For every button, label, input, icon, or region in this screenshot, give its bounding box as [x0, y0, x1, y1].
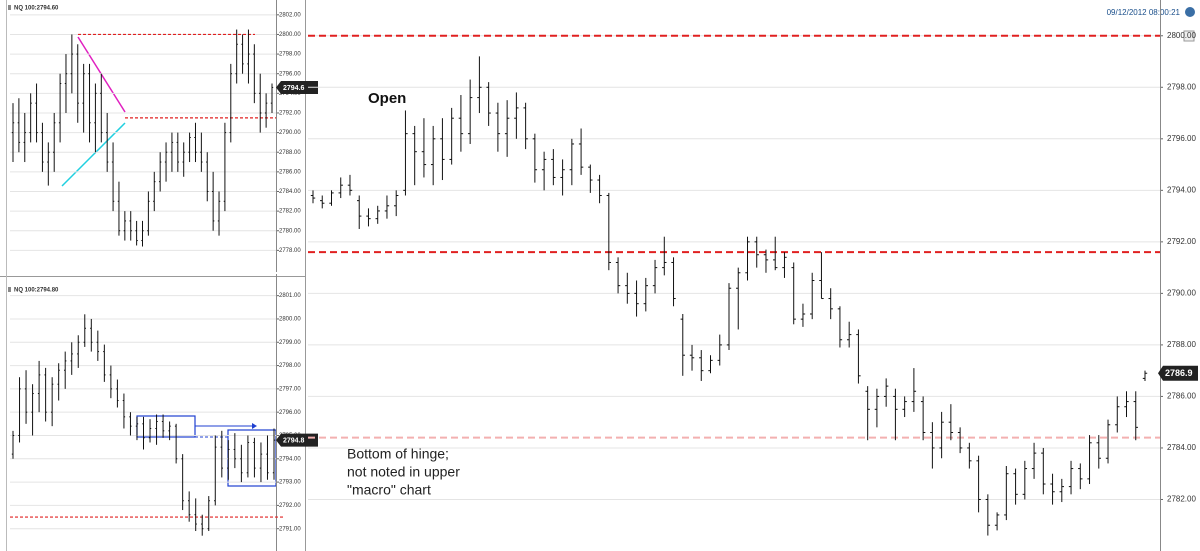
y-tick-label: 2796.00 [1167, 134, 1196, 143]
y-tick-label: 2788.00 [279, 150, 301, 156]
annotation: not noted in upper [347, 464, 460, 480]
y-tick-label: 2786.00 [279, 169, 301, 175]
y-tick-label: 2794.00 [279, 456, 301, 462]
y-tick-label: 2794.00 [1167, 185, 1196, 194]
last-price-tag [276, 80, 318, 94]
chart: 2800.00 2798.00 2796.00 2794.00 2792.00 2790.… [308, 0, 1198, 551]
y-tick-label: 2798.00 [279, 52, 301, 58]
y-tick-label: 2780.00 [279, 228, 301, 234]
annotation: Bottom of hinge; [347, 446, 449, 462]
last-price-tag [276, 433, 318, 447]
panel-title: NQ 100:2794.60 [14, 6, 59, 12]
y-tick-label: 2790.00 [1167, 288, 1196, 297]
timestamp: 09/12/2012 08:00:21 [1107, 8, 1181, 17]
trend-line [61, 122, 126, 187]
y-tick-label: 2797.00 [279, 386, 301, 392]
y-tick-label: 2792.00 [279, 503, 301, 509]
y-tick-label: 2798.00 [279, 363, 301, 369]
y-tick-label: 2796.00 [279, 410, 301, 416]
y-tick-label: 2798.00 [1167, 82, 1196, 91]
y-tick-label: 2800.00 [1167, 31, 1196, 40]
annotation: "macro" chart [347, 482, 431, 498]
last-price-label: 2794.8 [283, 437, 305, 444]
panel-icon [8, 5, 11, 10]
y-tick-label: 2778.00 [279, 248, 301, 254]
y-tick-label: 2801.00 [279, 293, 301, 299]
y-tick-label: 2782.00 [1167, 495, 1196, 504]
chart: 2802.002800.002798.002796.002794.002792.… [10, 0, 318, 272]
scroll-button[interactable] [1183, 30, 1195, 42]
y-tick-label: 2800.00 [279, 32, 301, 38]
y-tick-label: 2800.00 [279, 317, 301, 323]
status-icon[interactable] [1185, 7, 1195, 17]
panel-title: NQ 100:2794.80 [14, 288, 59, 294]
y-tick-label: 2802.00 [279, 12, 301, 18]
last-price-label: 2786.9 [1165, 368, 1193, 378]
y-tick-label: 2784.00 [279, 189, 301, 195]
y-tick-label: 2799.00 [279, 340, 301, 346]
range-arrow-head [252, 423, 257, 429]
y-tick-label: 2793.00 [279, 480, 301, 486]
y-tick-label: 2792.00 [279, 111, 301, 117]
y-tick-label: 2782.00 [279, 209, 301, 215]
y-tick-label: 2790.00 [279, 130, 301, 136]
annotation: Open [368, 90, 406, 107]
last-price-label: 2794.6 [283, 85, 305, 92]
y-tick-label: 2791.00 [279, 526, 301, 532]
y-tick-label: 2796.00 [279, 71, 301, 77]
chart: 2801.00 2800.00 2799.00 2798.00 2797.00 2796.… [10, 274, 318, 551]
chart-layer: 2802.00 2800.00 2798.00 2796.00 2794.00 2792.… [10, 0, 1198, 551]
panel-icon [8, 287, 11, 292]
last-price-tag [1158, 365, 1198, 381]
y-tick-label: 2788.00 [1167, 340, 1196, 349]
y-tick-label: 2786.00 [1167, 392, 1196, 401]
y-tick-label: 2784.00 [1167, 443, 1196, 452]
y-tick-label: 2792.00 [1167, 237, 1196, 246]
